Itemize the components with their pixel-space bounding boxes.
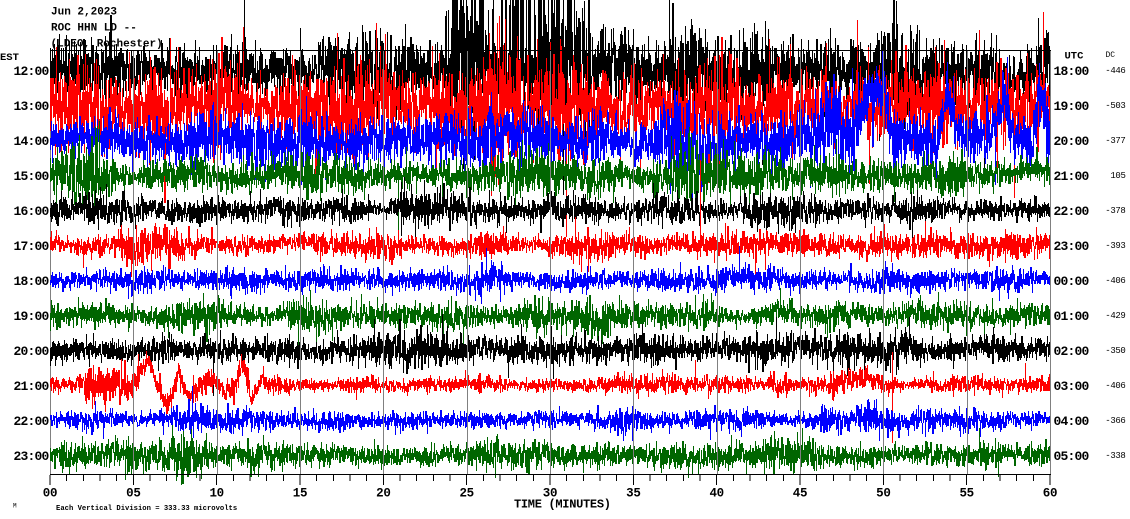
svg-text:-378: -378: [1105, 206, 1125, 216]
svg-text:UTC: UTC: [1065, 51, 1085, 63]
svg-text:12:00: 12:00: [13, 64, 49, 79]
svg-text:14:00: 14:00: [13, 134, 49, 149]
svg-text:Jun 2,2023: Jun 2,2023: [51, 7, 117, 19]
svg-text:23:00: 23:00: [1054, 239, 1090, 254]
svg-text:Each Vertical Division = 333.: Each Vertical Division = 333.33 microvol…: [56, 505, 237, 513]
svg-text:25: 25: [459, 487, 473, 501]
svg-text:21:00: 21:00: [13, 379, 49, 394]
svg-text:00: 00: [43, 487, 57, 501]
svg-text:60: 60: [1043, 487, 1057, 501]
svg-text:-338: -338: [1105, 451, 1125, 461]
svg-text:-503: -503: [1105, 101, 1125, 111]
svg-text:05: 05: [126, 487, 140, 501]
svg-text:-406: -406: [1105, 276, 1125, 286]
svg-text:01:00: 01:00: [1054, 309, 1090, 324]
svg-text:10: 10: [209, 487, 223, 501]
svg-text:30: 30: [543, 487, 557, 501]
svg-text:EST: EST: [0, 52, 19, 64]
svg-text:-446: -446: [1105, 66, 1125, 76]
svg-text:DC: DC: [1106, 51, 1116, 60]
svg-text:18:00: 18:00: [1054, 64, 1090, 79]
svg-text:15: 15: [293, 487, 307, 501]
svg-text:22:00: 22:00: [1054, 204, 1090, 219]
svg-text:55: 55: [959, 487, 973, 501]
svg-text:19:00: 19:00: [1054, 99, 1090, 114]
svg-text:03:00: 03:00: [1054, 379, 1090, 394]
svg-text:19:00: 19:00: [13, 309, 49, 324]
svg-text:40: 40: [709, 487, 723, 501]
svg-text:105: 105: [1110, 171, 1125, 181]
svg-text:15:00: 15:00: [13, 169, 49, 184]
svg-text:18:00: 18:00: [13, 274, 49, 289]
svg-text:22:00: 22:00: [13, 414, 49, 429]
svg-text:-350: -350: [1105, 346, 1125, 356]
svg-text:20: 20: [376, 487, 390, 501]
svg-text:50: 50: [876, 487, 890, 501]
svg-text:13:00: 13:00: [13, 99, 49, 114]
svg-text:21:00: 21:00: [1054, 169, 1090, 184]
svg-text:ROC HHN LD --: ROC HHN LD --: [51, 23, 137, 35]
svg-text:45: 45: [793, 487, 807, 501]
svg-text:-429: -429: [1105, 311, 1125, 321]
svg-text:-393: -393: [1105, 241, 1125, 251]
svg-text:-406: -406: [1105, 381, 1125, 391]
svg-text:23:00: 23:00: [13, 449, 49, 464]
svg-text:20:00: 20:00: [13, 344, 49, 359]
svg-text:M: M: [13, 503, 17, 510]
svg-text:-377: -377: [1105, 136, 1125, 146]
svg-text:20:00: 20:00: [1054, 134, 1090, 149]
svg-text:02:00: 02:00: [1054, 344, 1090, 359]
svg-text:16:00: 16:00: [13, 204, 49, 219]
svg-text:05:00: 05:00: [1054, 449, 1090, 464]
svg-text:04:00: 04:00: [1054, 414, 1090, 429]
svg-text:00:00: 00:00: [1054, 274, 1090, 289]
svg-text:17:00: 17:00: [13, 239, 49, 254]
svg-text:TIME (MINUTES): TIME (MINUTES): [514, 498, 611, 512]
svg-text:-366: -366: [1105, 416, 1125, 426]
svg-text:35: 35: [626, 487, 640, 501]
